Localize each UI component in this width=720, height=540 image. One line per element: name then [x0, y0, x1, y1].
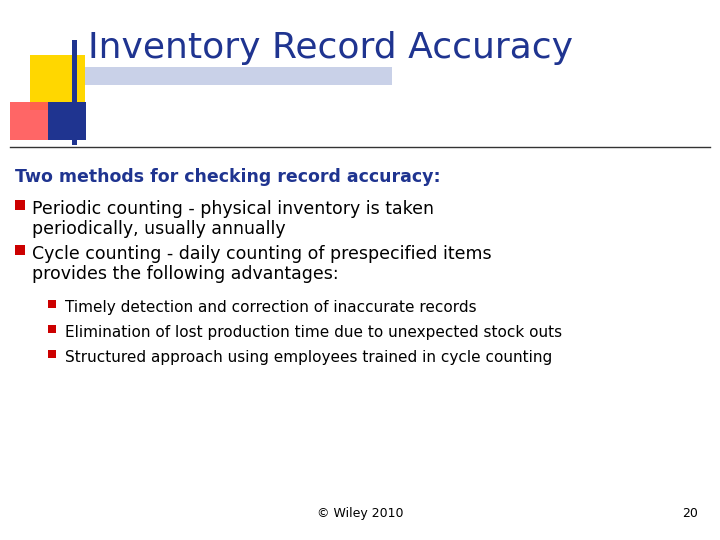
Bar [72, 67, 392, 85]
Bar [48, 300, 56, 308]
Text: Timely detection and correction of inaccurate records: Timely detection and correction of inacc… [65, 300, 477, 315]
Bar [10, 102, 48, 140]
Text: Inventory Record Accuracy: Inventory Record Accuracy [88, 31, 573, 65]
Text: Structured approach using employees trained in cycle counting: Structured approach using employees trai… [65, 350, 552, 365]
Bar [48, 350, 56, 358]
Text: periodically, usually annually: periodically, usually annually [32, 220, 286, 238]
Text: Cycle counting - daily counting of prespecified items: Cycle counting - daily counting of presp… [32, 245, 492, 263]
Bar [15, 245, 25, 255]
Text: 20: 20 [682, 507, 698, 520]
Text: Two methods for checking record accuracy:: Two methods for checking record accuracy… [15, 168, 441, 186]
Text: provides the following advantages:: provides the following advantages: [32, 265, 338, 283]
Bar [48, 325, 56, 333]
Bar [72, 40, 77, 145]
Text: © Wiley 2010: © Wiley 2010 [317, 507, 403, 520]
Bar [30, 55, 85, 110]
Text: Periodic counting - physical inventory is taken: Periodic counting - physical inventory i… [32, 200, 434, 218]
Text: Elimination of lost production time due to unexpected stock outs: Elimination of lost production time due … [65, 325, 562, 340]
Bar [48, 102, 86, 140]
Bar [15, 200, 25, 210]
